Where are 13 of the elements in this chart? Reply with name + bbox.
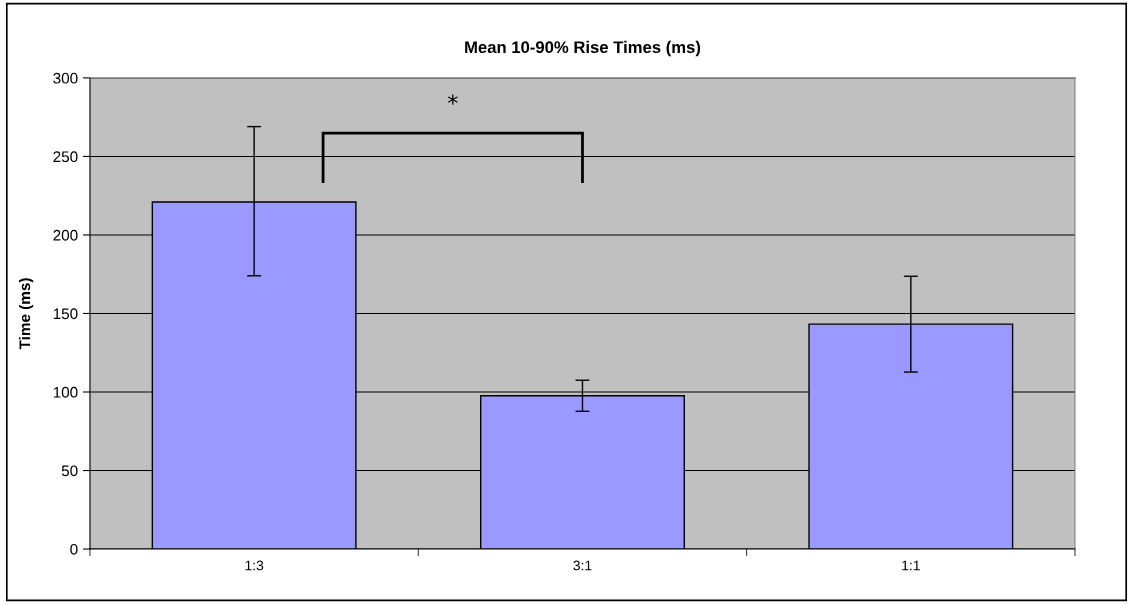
y-tick-label: 150 bbox=[53, 308, 78, 320]
chart-title: Mean 10-90% Rise Times (ms) bbox=[465, 40, 701, 57]
x-tick-label: 3:1 bbox=[573, 560, 592, 571]
x-tick-label: 1:3 bbox=[245, 560, 264, 571]
x-tick-label: 1:1 bbox=[902, 560, 920, 571]
y-tick-label: 100 bbox=[53, 386, 78, 398]
y-tick-label: 300 bbox=[53, 72, 78, 84]
y-tick-label: 250 bbox=[53, 151, 78, 163]
y-axis-title: Time (ms) bbox=[18, 278, 34, 350]
y-tick-label: 50 bbox=[61, 465, 78, 477]
annotation: * bbox=[447, 94, 458, 105]
y-tick-label: 0 bbox=[70, 543, 78, 555]
y-tick-label: 200 bbox=[53, 229, 78, 241]
